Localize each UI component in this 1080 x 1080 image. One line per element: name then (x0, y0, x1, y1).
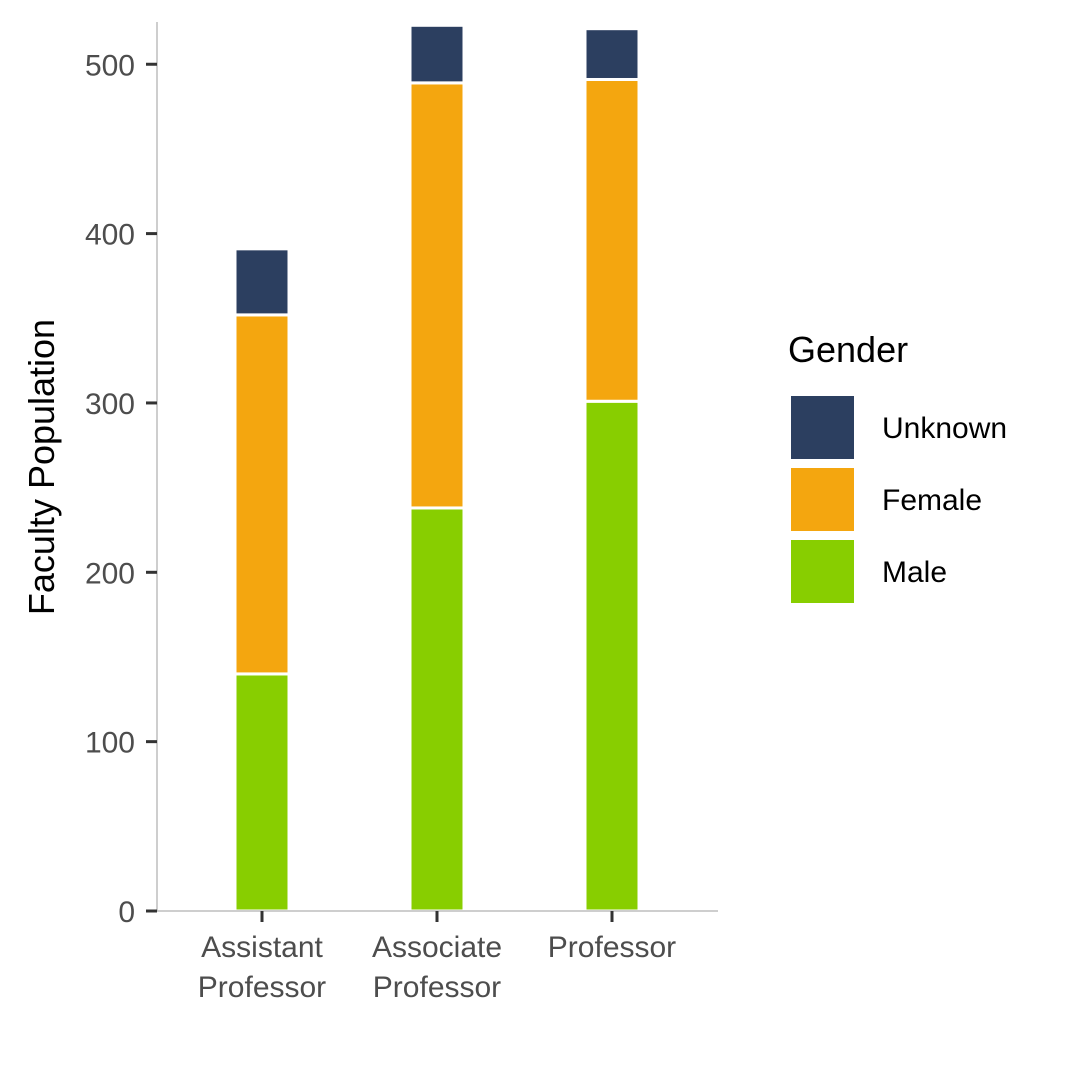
legend-key-male (791, 540, 854, 603)
legend: Gender Unknown Female Male (788, 329, 1007, 603)
y-tick-label-100: 100 (85, 727, 135, 760)
bar-unknown-0 (233, 247, 291, 317)
y-tick-label-300: 300 (85, 388, 135, 421)
x-tick-label-2: Professor (548, 931, 676, 964)
axes-layer: 0 100 200 300 400 500 Assistant Professor Associ… (85, 22, 718, 1004)
bar-female-2 (583, 77, 641, 403)
bar-male-0 (233, 672, 291, 913)
x-tick-label-1: Associate Professor (372, 931, 502, 1004)
legend-label-male: Male (882, 556, 947, 589)
bars-layer (233, 23, 641, 913)
bar-female-0 (233, 313, 291, 676)
bar-unknown-1 (408, 23, 466, 85)
y-tick-label-400: 400 (85, 219, 135, 252)
bar-male-1 (408, 506, 466, 913)
legend-key-female (791, 468, 854, 531)
legend-label-unknown: Unknown (882, 412, 1007, 445)
legend-title: Gender (788, 329, 908, 370)
bar-female-1 (408, 81, 466, 510)
y-tick-label-0: 0 (118, 896, 135, 929)
bar-unknown-2 (583, 27, 641, 81)
x-tick-label-0: Assistant Professor (198, 931, 326, 1004)
legend-key-unknown (791, 396, 854, 459)
y-tick-label-200: 200 (85, 557, 135, 590)
y-axis-title: Faculty Population (21, 319, 62, 615)
bar-male-2 (583, 399, 641, 913)
y-tick-label-500: 500 (85, 49, 135, 82)
legend-label-female: Female (882, 484, 982, 517)
